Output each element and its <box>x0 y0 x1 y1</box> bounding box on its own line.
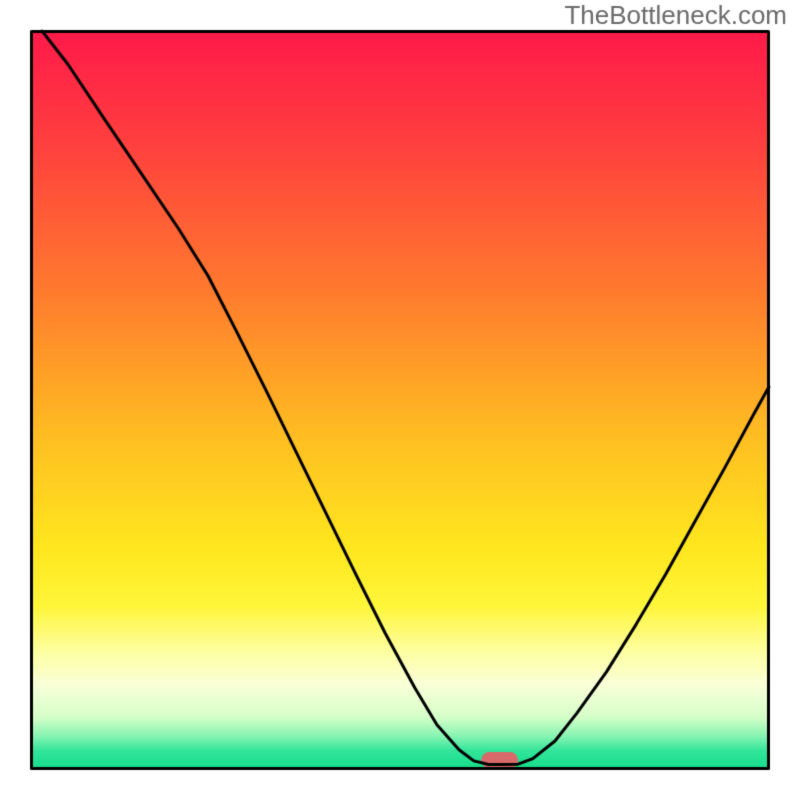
bottleneck-chart <box>0 0 800 800</box>
